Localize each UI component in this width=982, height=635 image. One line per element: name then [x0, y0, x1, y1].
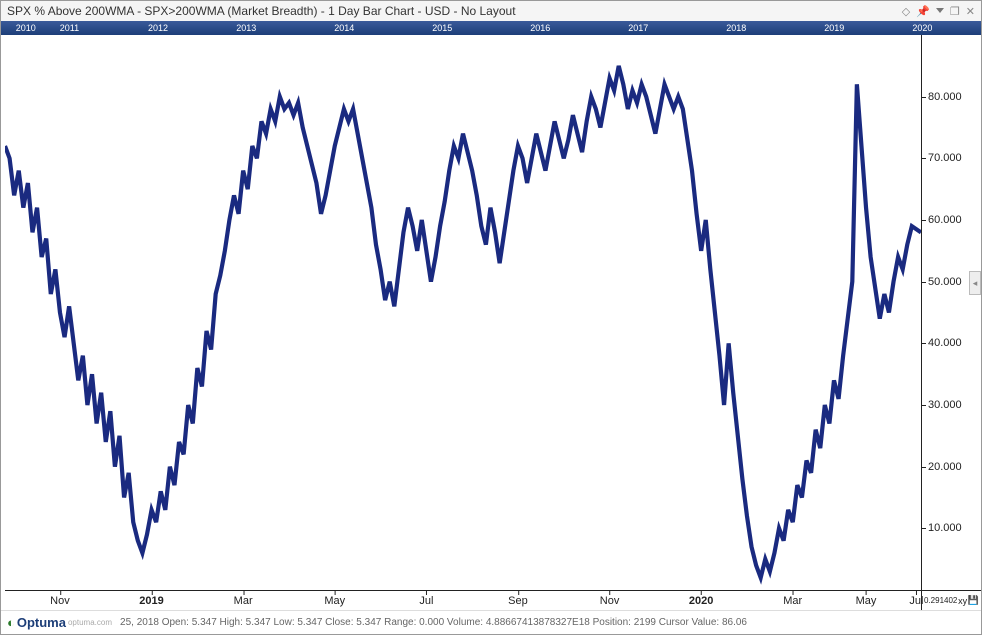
x-tick: Mar — [234, 595, 253, 607]
year-label[interactable]: 2020 — [912, 23, 932, 33]
y-tick: 60.000 — [928, 214, 977, 226]
status-line: 25, 2018 Open: 5.347 High: 5.347 Low: 5.… — [120, 617, 747, 628]
year-label[interactable]: 2013 — [236, 23, 256, 33]
brand-logo[interactable]: ◐Optuma optuma.com — [7, 615, 112, 630]
y-axis: 10.00020.00030.00040.00050.00060.00070.0… — [921, 35, 981, 590]
y-tick: 40.000 — [928, 337, 977, 349]
brand-name: Optuma — [17, 615, 66, 630]
year-label[interactable]: 2016 — [530, 23, 550, 33]
chevron-down-icon[interactable] — [936, 5, 944, 18]
chart-title: SPX % Above 200WMA - SPX>200WMA (Market … — [7, 4, 516, 18]
year-label[interactable]: 2015 — [432, 23, 452, 33]
pin-icon[interactable]: 📌 — [916, 5, 930, 18]
year-label[interactable]: 2014 — [334, 23, 354, 33]
price-line — [5, 66, 921, 578]
y-tick: 80.000 — [928, 91, 977, 103]
year-label[interactable]: 2012 — [148, 23, 168, 33]
x-tick: Sep — [508, 595, 528, 607]
year-timeline-strip[interactable]: 2010 2011 2012 2013 2014 2015 2016 2017 2018 2019… — [1, 21, 981, 35]
x-tick: 2019 — [139, 595, 163, 607]
y-tick: 30.000 — [928, 399, 977, 411]
brand-site: optuma.com — [68, 618, 112, 627]
restore-icon[interactable]: ❐ — [950, 5, 960, 18]
chart-plot-area[interactable] — [5, 35, 921, 590]
x-tick: Nov — [50, 595, 70, 607]
y-tick: 20.000 — [928, 461, 977, 473]
x-tick: May — [324, 595, 345, 607]
close-icon[interactable]: ✕ — [966, 5, 975, 18]
year-label[interactable]: 2017 — [628, 23, 648, 33]
xy-label: xy — [958, 596, 967, 606]
scroll-tab[interactable]: ◂ — [969, 271, 981, 295]
x-tick: Jul — [419, 595, 433, 607]
year-label[interactable]: 2010 — [16, 23, 36, 33]
x-tick: May — [856, 595, 877, 607]
year-label[interactable]: 2018 — [726, 23, 746, 33]
x-tick: Nov — [600, 595, 620, 607]
x-tick: Mar — [783, 595, 802, 607]
footer-bar: ◐Optuma optuma.com 25, 2018 Open: 5.347 … — [1, 610, 981, 634]
x-tick: 2020 — [689, 595, 713, 607]
title-bar: SPX % Above 200WMA - SPX>200WMA (Market … — [1, 1, 981, 21]
save-icon[interactable]: 💾 — [968, 595, 979, 606]
scale-info-box[interactable]: 0.291402 xy 💾 — [921, 590, 981, 610]
x-axis: Nov2019MarMayJulSepNov2020MarMayJul — [5, 590, 921, 610]
y-tick: 10.000 — [928, 522, 977, 534]
scale-value: 0.291402 — [924, 596, 957, 605]
window-icons: ◇ 📌 ❐ ✕ — [902, 5, 975, 18]
year-label[interactable]: 2011 — [60, 23, 79, 33]
diamond-icon[interactable]: ◇ — [902, 5, 910, 18]
y-tick: 70.000 — [928, 152, 977, 164]
year-label[interactable]: 2019 — [824, 23, 844, 33]
